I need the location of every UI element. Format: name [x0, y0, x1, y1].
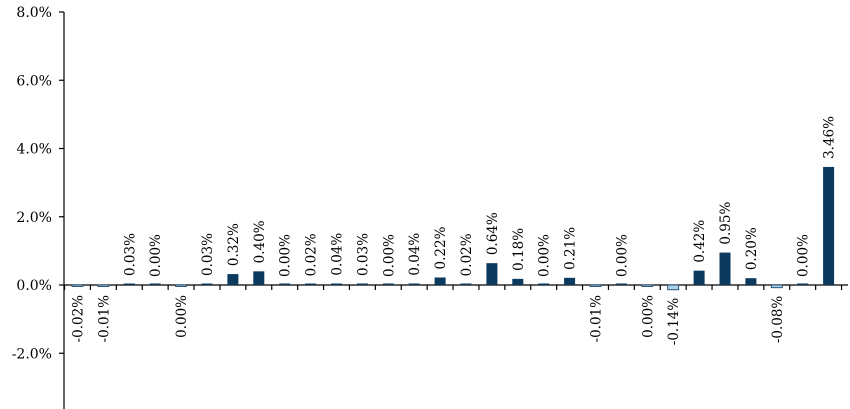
bar: [693, 270, 705, 285]
bar: [641, 284, 654, 287]
data-label: 0.03%: [200, 233, 216, 276]
y-tick-label: 4.0%: [16, 142, 52, 158]
bar: [770, 284, 783, 289]
data-label: 0.04%: [330, 233, 346, 276]
bar: [486, 263, 498, 285]
bar: [538, 283, 550, 285]
y-tick-label: 0.0%: [16, 278, 52, 294]
data-label: -0.01%: [589, 295, 605, 343]
data-label: 0.02%: [304, 233, 320, 276]
data-label: -0.08%: [770, 296, 786, 344]
bar: [745, 278, 757, 285]
data-label: 0.02%: [459, 233, 475, 276]
y-tick-label: 2.0%: [16, 210, 52, 226]
data-label: -0.14%: [666, 298, 682, 346]
bar: [797, 283, 809, 285]
data-label: 0.00%: [796, 234, 812, 277]
bar: [123, 283, 135, 285]
data-label: 0.20%: [744, 227, 760, 270]
data-label: -0.02%: [71, 295, 87, 343]
bar: [615, 283, 627, 285]
y-tick-label: 6.0%: [16, 73, 52, 89]
data-label: 0.64%: [485, 212, 501, 255]
data-label: 0.22%: [433, 226, 449, 269]
bar: [356, 283, 368, 285]
data-label: 0.04%: [407, 233, 423, 276]
data-label: 0.00%: [640, 295, 656, 338]
y-tick-label: -2.0%: [12, 346, 52, 362]
bar: [97, 284, 110, 287]
bar: [434, 277, 446, 285]
bar: [667, 284, 680, 291]
data-label: 0.00%: [537, 234, 553, 277]
data-label: 0.00%: [381, 234, 397, 277]
bar: [331, 283, 342, 285]
bar: [279, 283, 291, 285]
bar: [512, 278, 524, 285]
bar: [460, 283, 472, 285]
data-label: 0.00%: [174, 295, 190, 338]
data-label: 0.21%: [563, 227, 579, 270]
bars: [71, 166, 835, 291]
bar: [201, 283, 213, 285]
bar: [564, 277, 576, 285]
data-label: 0.03%: [122, 233, 138, 276]
bar: [408, 283, 420, 285]
data-label: -0.01%: [96, 295, 112, 343]
data-label: 0.00%: [614, 234, 630, 277]
data-label: 0.00%: [278, 234, 294, 277]
bar: [71, 284, 84, 287]
y-tick-label: 8.0%: [16, 5, 52, 21]
axes: -2.0% 0.0% 2.0% 4.0% 6.0% 8.0%: [12, 5, 848, 409]
bar: [175, 284, 188, 287]
data-label: 0.40%: [252, 220, 268, 263]
bar: [823, 166, 835, 285]
bar: [719, 252, 731, 285]
data-label: 0.18%: [511, 228, 527, 271]
data-label: 0.00%: [148, 234, 164, 277]
data-labels: -0.02% -0.01% 0.03% 0.00% 0.00% 0.03% 0.32% 0.4…: [71, 116, 838, 345]
bar: [227, 274, 239, 285]
data-label: 0.42%: [692, 220, 708, 263]
data-label: 0.03%: [355, 233, 371, 276]
data-label: 3.46%: [822, 116, 838, 159]
bar: [382, 283, 394, 285]
data-label: 0.95%: [718, 202, 734, 245]
bar: [305, 283, 317, 285]
data-label: 0.32%: [226, 223, 242, 266]
bar: [253, 271, 265, 285]
bar: [149, 283, 161, 285]
bar: [589, 284, 602, 287]
